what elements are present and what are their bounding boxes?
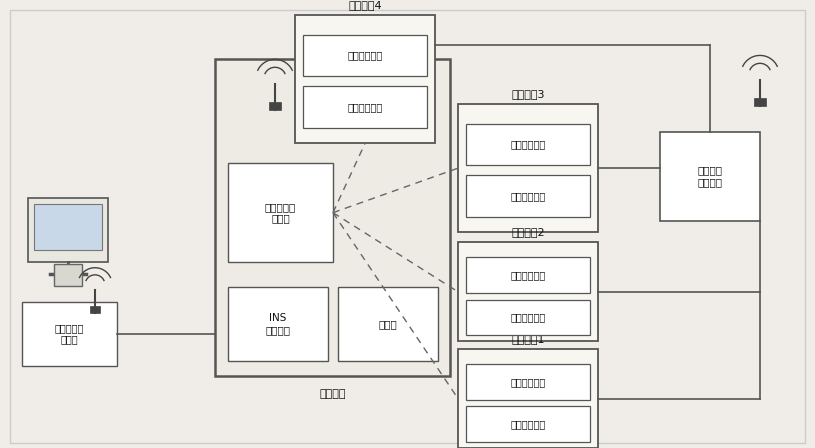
FancyBboxPatch shape [215,60,450,376]
FancyBboxPatch shape [466,364,590,400]
FancyBboxPatch shape [338,287,438,361]
Text: 无线网络接
收模块: 无线网络接 收模块 [265,202,296,224]
Text: 超声测距模块: 超声测距模块 [347,51,382,60]
FancyBboxPatch shape [90,306,100,313]
FancyBboxPatch shape [466,257,590,293]
Text: 时间同步模块: 时间同步模块 [510,312,545,323]
FancyBboxPatch shape [466,300,590,335]
FancyBboxPatch shape [269,102,281,110]
FancyBboxPatch shape [303,86,427,128]
FancyBboxPatch shape [466,124,590,165]
Text: 超声测距模块: 超声测距模块 [510,377,545,387]
Text: 参考节点3: 参考节点3 [511,89,544,99]
FancyBboxPatch shape [303,34,427,76]
FancyBboxPatch shape [22,302,117,366]
FancyBboxPatch shape [458,349,598,448]
Text: INS
导航模块: INS 导航模块 [266,313,290,335]
FancyBboxPatch shape [458,242,598,341]
Text: 参考节点1: 参考节点1 [511,334,544,344]
FancyBboxPatch shape [295,15,435,143]
FancyBboxPatch shape [28,198,108,262]
Text: 时间同步模块: 时间同步模块 [347,102,382,112]
Text: 超声测距模块: 超声测距模块 [510,270,545,280]
FancyBboxPatch shape [10,10,805,443]
Text: 参考节点4: 参考节点4 [348,0,381,10]
Text: 无线网络接
收模块: 无线网络接 收模块 [55,323,84,345]
Text: 超声测距模块: 超声测距模块 [510,139,545,150]
FancyBboxPatch shape [34,204,102,250]
FancyBboxPatch shape [466,175,590,217]
Text: 无线网络
接收模块: 无线网络 接收模块 [698,165,723,187]
Text: 时间同步模块: 时间同步模块 [510,191,545,201]
FancyBboxPatch shape [754,98,766,106]
FancyBboxPatch shape [228,163,333,262]
Text: 速度计: 速度计 [379,319,398,329]
Text: 时间同步模块: 时间同步模块 [510,419,545,429]
FancyBboxPatch shape [660,132,760,220]
FancyBboxPatch shape [54,264,82,286]
FancyBboxPatch shape [466,406,590,442]
Text: 未知节点: 未知节点 [319,388,346,399]
Text: 参考节点2: 参考节点2 [511,228,544,237]
FancyBboxPatch shape [458,104,598,233]
FancyBboxPatch shape [228,287,328,361]
